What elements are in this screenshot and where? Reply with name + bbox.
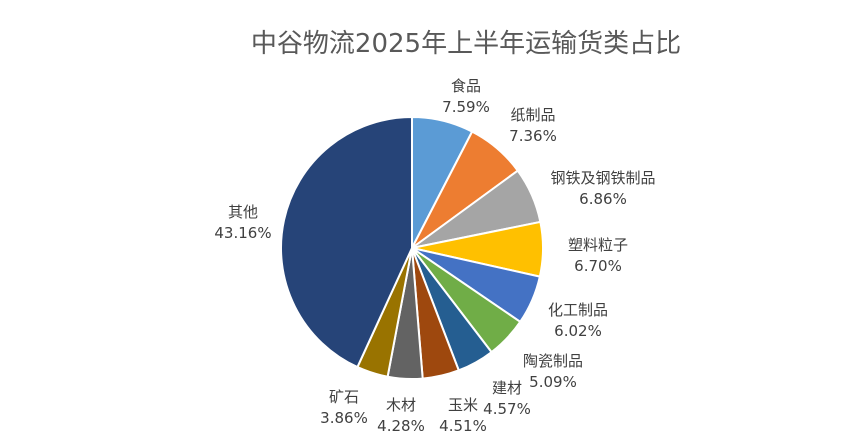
slice-label-5: 化工制品 6.02% — [548, 301, 608, 340]
slice-label-7: 建材 4.57% — [483, 379, 531, 418]
slice-percent-label: 5.09% — [529, 373, 577, 391]
slice-percent-label: 6.02% — [554, 322, 602, 340]
slice-label-2: 纸制品 7.36% — [509, 106, 557, 145]
slice-category-name: 建材 — [492, 379, 522, 397]
chart-title: 中谷物流2025年上半年运输货类占比 — [251, 29, 681, 59]
slice-percent-label: 6.86% — [579, 190, 627, 208]
slice-label-3: 钢铁及钢铁制品 6.86% — [550, 169, 655, 208]
slice-percent-label: 4.57% — [483, 400, 531, 418]
slice-label-10: 矿石 3.86% — [320, 388, 368, 427]
slice-label-11: 其他 43.16% — [214, 203, 271, 242]
slice-label-9: 木材 4.28% — [377, 396, 425, 435]
slice-percent-label: 4.51% — [439, 417, 487, 435]
slice-label-1: 食品 7.59% — [442, 77, 490, 116]
slice-percent-label: 6.70% — [574, 257, 622, 275]
slice-category-name: 食品 — [451, 77, 481, 95]
slice-category-name: 钢铁及钢铁制品 — [550, 169, 655, 187]
slice-label-4: 塑料粒子 6.70% — [568, 236, 628, 275]
slice-percent-label: 7.36% — [509, 127, 557, 145]
pie-labels: 食品 7.59% 纸制品 7.36% 钢铁及钢铁制品 6.86% 塑料粒子 6.70% 化工制品… — [214, 77, 655, 435]
slice-percent-label: 4.28% — [377, 417, 425, 435]
slice-category-name: 纸制品 — [510, 106, 555, 124]
pie-slices — [279, 115, 544, 380]
slice-category-name: 其他 — [228, 203, 258, 221]
slice-category-name: 矿石 — [329, 388, 359, 406]
slice-label-8: 玉米 4.51% — [439, 396, 487, 435]
slice-category-name: 木材 — [386, 396, 416, 414]
slice-category-name: 塑料粒子 — [568, 236, 628, 254]
pie-slice-11 — [279, 115, 413, 369]
slice-percent-label: 3.86% — [320, 409, 368, 427]
slice-percent-label: 43.16% — [214, 224, 271, 242]
slice-category-name: 化工制品 — [548, 301, 608, 319]
slice-category-name: 陶瓷制品 — [523, 352, 583, 370]
slice-category-name: 玉米 — [448, 396, 478, 414]
slice-percent-label: 7.59% — [442, 98, 490, 116]
slice-label-6: 陶瓷制品 5.09% — [523, 352, 583, 391]
